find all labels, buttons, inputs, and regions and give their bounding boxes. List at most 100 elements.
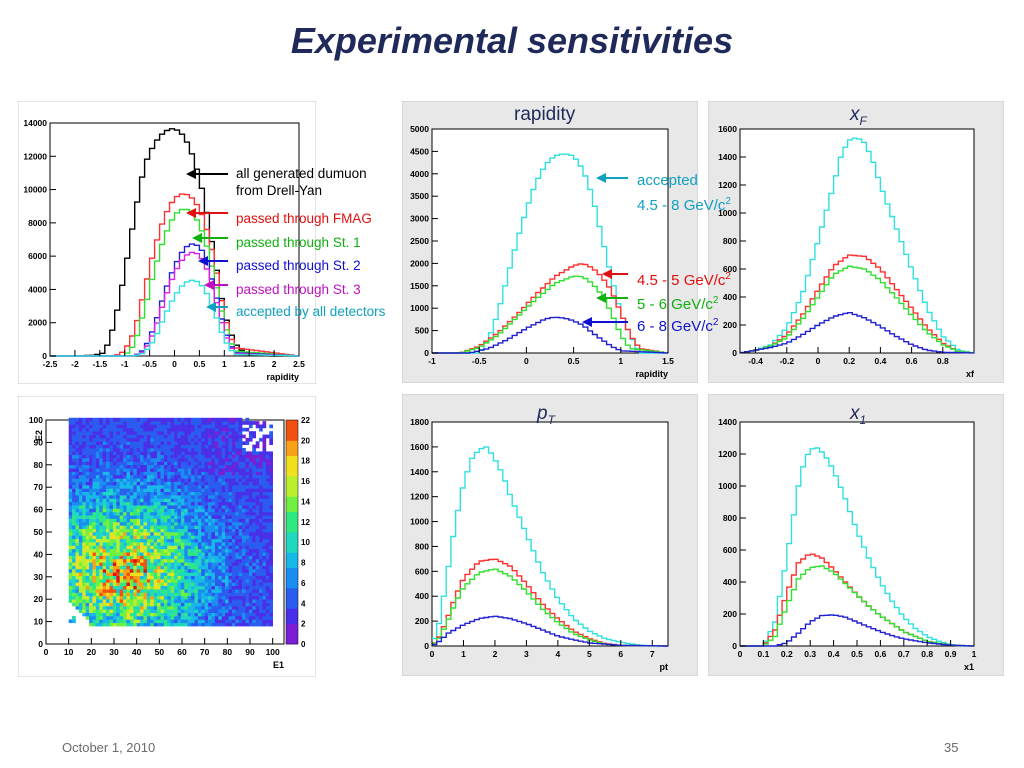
color-scale-tick-label: 6 <box>301 579 306 588</box>
y-tick-label: 1000 <box>410 303 429 313</box>
header-pt: pT <box>537 403 555 427</box>
pt-chart: 0 1 2 3 4 5 6 7 0 200 400 600 800 1000 1200 1400 1600 180… <box>402 394 698 676</box>
x-tick-label: 0.4 <box>828 649 840 659</box>
x-axis-label: x1 <box>964 662 974 672</box>
x-tick-label: -1.5 <box>92 359 107 369</box>
y-tick-label: 1000 <box>718 481 737 491</box>
y-tick-label: 600 <box>723 264 737 274</box>
histogram-series-1 <box>50 193 299 357</box>
annotation-mass-mid-sup: 2 <box>712 295 719 306</box>
y-tick-label: 1000 <box>410 517 429 527</box>
x-axis-label: rapidity <box>266 372 299 382</box>
x-tick-label: 0.7 <box>898 649 910 659</box>
annotation-mass-high-text: 6 - 8 GeV/c <box>637 318 713 335</box>
x-tick-label: 0.2 <box>843 356 855 366</box>
x-axis-label: rapidity <box>635 369 668 379</box>
footer-page-number: 35 <box>944 740 959 755</box>
annotation-mass-mid: 5 - 6 GeV/c2 <box>637 292 718 314</box>
y-axis-label: E2 <box>34 430 44 441</box>
y-tick-label: 0 <box>732 348 737 358</box>
y-tick-label: 800 <box>415 541 429 551</box>
y-tick-label: 10000 <box>23 185 47 195</box>
annotation-mass-all: 4.5 - 8 GeV/c2 <box>637 193 731 215</box>
x-tick-label: 0.6 <box>874 649 886 659</box>
y-tick-label: 1800 <box>410 417 429 427</box>
y-tick-label: 5000 <box>410 124 429 134</box>
x-tick-label: 0 <box>738 649 743 659</box>
x-tick-label: 0.5 <box>851 649 863 659</box>
x-tick-label: 0 <box>524 356 529 366</box>
y-tick-label: 3500 <box>410 191 429 201</box>
color-scale-tick-label: 2 <box>301 620 306 629</box>
y-tick-label: 200 <box>723 609 737 619</box>
y-tick-label: 1200 <box>718 180 737 190</box>
footer-date: October 1, 2010 <box>62 740 156 755</box>
y-tick-label: 50 <box>34 527 44 537</box>
annotation-generated-1: all generated dumuon <box>236 166 367 181</box>
color-scale-tick-label: 10 <box>301 538 310 547</box>
histogram-series-2 <box>740 265 974 354</box>
y-tick-label: 1400 <box>410 467 429 477</box>
x-tick-label: 70 <box>200 647 210 657</box>
y-tick-label: 100 <box>29 415 43 425</box>
color-scale-tick-label: 16 <box>301 477 310 486</box>
annotation-generated-2: from Drell-Yan <box>236 183 323 198</box>
x-tick-label: 0 <box>816 356 821 366</box>
annotation-st1: passed through St. 1 <box>236 235 361 250</box>
x-axis-label: E1 <box>273 660 284 670</box>
y-tick-label: 1200 <box>410 492 429 502</box>
rapidity-all-chart: -2.5 -2 -1.5 -1 -0.5 0 0.5 1 1.5 2 2.5 0 2000 4000 600… <box>18 101 316 384</box>
y-tick-label: 80 <box>34 460 44 470</box>
histogram-series-0 <box>432 446 668 647</box>
histogram-series-1 <box>740 254 974 354</box>
y-tick-label: 4000 <box>410 169 429 179</box>
x-tick-label: 0.4 <box>874 356 886 366</box>
x-tick-label: 50 <box>155 647 165 657</box>
x-tick-label: 0.9 <box>945 649 957 659</box>
rapidity-all-panel: -2.5 -2 -1.5 -1 -0.5 0 0.5 1 1.5 2 2.5 0 2000 4000 600… <box>18 101 316 384</box>
annotation-mass-all-sup: 2 <box>725 196 731 207</box>
color-scale-tick-label: 22 <box>301 416 310 425</box>
e1-e2-heatmap: 0 10 20 30 40 50 60 70 80 90 100010203040506070809… <box>18 396 316 677</box>
annotation-accepted-all: accepted by all detectors <box>236 304 386 319</box>
header-x1-sub: 1 <box>859 412 867 427</box>
y-tick-label: 800 <box>723 513 737 523</box>
annotation-accepted: accepted <box>637 172 698 189</box>
x-axis-label: xf <box>966 369 975 379</box>
plot-area <box>739 128 975 354</box>
y-tick-label: 0 <box>424 641 429 651</box>
x-tick-label: -0.2 <box>779 356 794 366</box>
x-tick-label: -1 <box>121 359 129 369</box>
histogram-series-3 <box>740 312 974 354</box>
x-tick-label: 10 <box>64 647 74 657</box>
xf-panel: -0.4 -0.2 0 0.2 0.4 0.6 0.8 0 200 400 600 800 1000 12… <box>708 101 1004 383</box>
y-tick-label: 500 <box>415 326 429 336</box>
header-rapidity: rapidity <box>514 104 576 125</box>
y-tick-label: 90 <box>34 437 44 447</box>
annotation-st3: passed through St. 3 <box>236 282 361 297</box>
x-tick-label: 1 <box>222 359 227 369</box>
y-tick-label: 1200 <box>718 449 737 459</box>
y-tick-label: 400 <box>723 292 737 302</box>
x-tick-label: 1.5 <box>662 356 674 366</box>
y-tick-label: 0 <box>42 351 47 361</box>
x-tick-label: 1 <box>972 649 977 659</box>
y-tick-label: 1500 <box>410 281 429 291</box>
x-axis-label: pt <box>660 662 669 672</box>
x-tick-label: 30 <box>109 647 119 657</box>
header-x1: x1 <box>850 403 866 427</box>
y-tick-label: 6000 <box>28 251 47 261</box>
color-scale-tick-label: 12 <box>301 518 310 527</box>
x-tick-label: 100 <box>266 647 280 657</box>
y-tick-label: 60 <box>34 505 44 515</box>
y-tick-label: 1400 <box>718 152 737 162</box>
x-tick-label: 80 <box>223 647 233 657</box>
histogram-series-1 <box>432 263 668 354</box>
plot-area <box>49 122 300 357</box>
x-tick-label: 7 <box>650 649 655 659</box>
x-tick-label: 1 <box>461 649 466 659</box>
x-tick-label: 0.3 <box>804 649 816 659</box>
annotation-st2: passed through St. 2 <box>236 258 361 273</box>
histogram-series-5 <box>50 279 299 357</box>
rapidity-mass-panel: -1 -0.5 0 0.5 1 1.5 0 500 1000 1500 2000 2500 3000 35… <box>402 101 698 383</box>
